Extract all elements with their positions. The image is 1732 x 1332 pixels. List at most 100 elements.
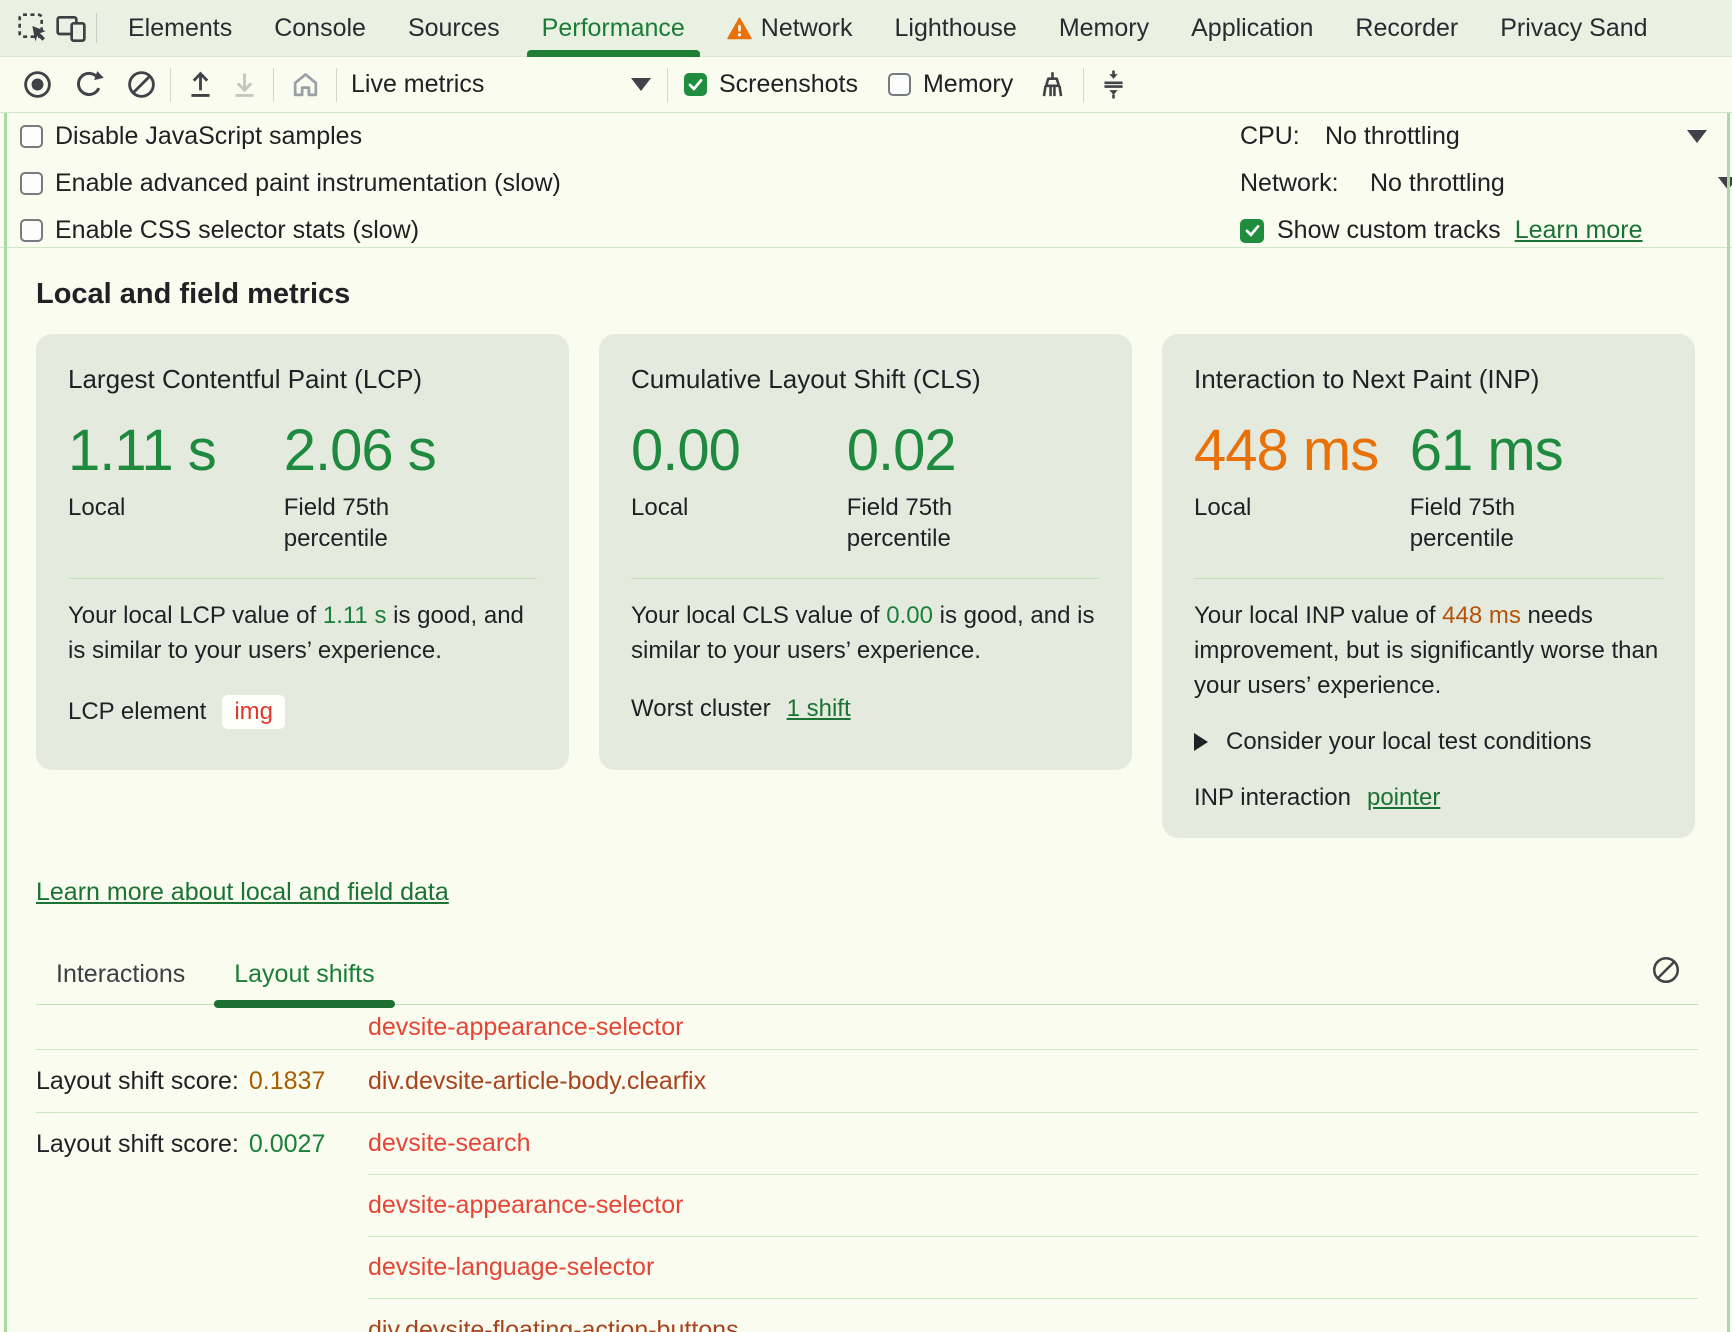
tab-label: Lighthouse — [894, 14, 1016, 43]
throttling-settings: CPU: No throttling Network: No throttlin… — [1240, 113, 1732, 254]
checkbox-unchecked-icon — [20, 125, 43, 148]
layout-shift-score: Layout shift score:0.0027 — [36, 1113, 368, 1175]
layout-shift-row: devsite-language-selector — [36, 1237, 1698, 1299]
shifted-element-node-link[interactable]: devsite-search — [368, 1129, 531, 1158]
layout-shift-score — [36, 1175, 368, 1237]
device-toolbar-icon[interactable] — [52, 9, 90, 47]
checkbox-unchecked-icon — [20, 219, 43, 242]
network-throttling-select[interactable]: No throttling — [1370, 169, 1505, 198]
tab-interactions[interactable]: Interactions — [50, 960, 191, 1004]
inspect-element-icon[interactable] — [14, 9, 52, 47]
divider — [1194, 578, 1663, 579]
layout-shift-score-value: 0.1837 — [249, 1067, 325, 1096]
shifted-element-node-link[interactable]: devsite-appearance-selector — [368, 1191, 683, 1220]
tab-recorder[interactable]: Recorder — [1334, 0, 1479, 57]
local-test-conditions-label: Consider your local test conditions — [1226, 728, 1592, 756]
worst-cluster-link[interactable]: 1 shift — [787, 695, 851, 723]
record-icon[interactable] — [20, 68, 54, 102]
learn-more-link[interactable]: Learn more — [1515, 216, 1643, 245]
tab-application[interactable]: Application — [1170, 0, 1334, 57]
lcp-field-label: Field 75th percentile — [284, 492, 494, 554]
log-tabbar: Interactions Layout shifts — [36, 954, 1698, 1005]
cls-local-label: Local — [631, 492, 841, 523]
tab-network[interactable]: Network — [706, 0, 874, 57]
inp-interaction-label: INP interaction — [1194, 784, 1351, 812]
panel-mode-value: Live metrics — [351, 70, 484, 99]
field-data-learn-more-link[interactable]: Learn more about local and field data — [36, 878, 449, 907]
lcp-card-title: Largest Contentful Paint (LCP) — [68, 364, 537, 395]
divider — [68, 578, 537, 579]
panel-tabs: Elements Console Sources Performance Network… — [107, 0, 1732, 57]
clear-icon[interactable] — [124, 68, 158, 102]
tab-console[interactable]: Console — [253, 0, 387, 57]
tab-label: Sources — [408, 14, 500, 43]
panel-left-border — [4, 113, 7, 1332]
inp-local-label: Local — [1194, 492, 1404, 523]
divider — [1083, 68, 1084, 102]
tab-performance[interactable]: Performance — [521, 0, 706, 57]
chevron-down-icon[interactable] — [1687, 130, 1707, 143]
cls-description: Your local CLS value of 0.00 is good, an… — [631, 599, 1100, 669]
checkbox-label: Enable advanced paint instrumentation (s… — [55, 169, 561, 198]
network-label: Network: — [1240, 169, 1370, 198]
tab-lighthouse[interactable]: Lighthouse — [873, 0, 1037, 57]
inp-local-value: 448 ms — [1194, 421, 1410, 482]
tab-label: Memory — [1059, 14, 1149, 43]
tab-layout-shifts[interactable]: Layout shifts — [214, 960, 394, 1004]
memory-checkbox[interactable]: Memory — [888, 70, 1013, 99]
custom-tracks-checkbox[interactable] — [1240, 219, 1264, 243]
lcp-description: Your local LCP value of 1.11 s is good, … — [68, 599, 537, 669]
layout-shift-row: devsite-appearance-selector — [36, 1175, 1698, 1237]
gc-broom-icon[interactable] — [1035, 68, 1069, 102]
lcp-element-node-link[interactable]: img — [222, 695, 285, 729]
custom-tracks-label: Show custom tracks — [1277, 216, 1501, 245]
checkbox-unchecked-icon — [20, 172, 43, 195]
layout-shift-rows: devsite-appearance-selectorLayout shift … — [36, 1005, 1698, 1332]
memory-label: Memory — [923, 70, 1013, 99]
layout-shift-score — [36, 1005, 368, 1049]
shifted-element-node-link[interactable]: div.devsite-floating-action-buttons — [368, 1316, 739, 1332]
inp-interaction-link[interactable]: pointer — [1367, 784, 1440, 812]
section-heading: Local and field metrics — [36, 278, 350, 311]
shifted-element-node-link[interactable]: devsite-language-selector — [368, 1253, 654, 1282]
cls-field-value: 0.02 — [847, 421, 1100, 482]
lcp-local-value: 1.11 s — [68, 421, 284, 482]
shifted-element-node-link[interactable]: devsite-appearance-selector — [368, 1013, 683, 1042]
cls-card: Cumulative Layout Shift (CLS) 0.00 Local… — [599, 334, 1132, 770]
cpu-throttling-select[interactable]: No throttling — [1325, 122, 1460, 151]
capture-settings: Disable JavaScript samplesEnable advance… — [0, 113, 1732, 248]
screenshots-checkbox[interactable]: Screenshots — [684, 70, 858, 99]
home-icon[interactable] — [288, 68, 322, 102]
screenshots-label: Screenshots — [719, 70, 858, 99]
tab-memory[interactable]: Memory — [1038, 0, 1170, 57]
lcp-card: Largest Contentful Paint (LCP) 1.11 s Lo… — [36, 334, 569, 770]
tab-label: Elements — [128, 14, 232, 43]
shifted-element-cell: devsite-appearance-selector — [368, 1175, 1698, 1237]
collapse-tracks-icon[interactable] — [1096, 68, 1130, 102]
shifted-element-cell: devsite-language-selector — [368, 1237, 1698, 1299]
tab-sources[interactable]: Sources — [387, 0, 521, 57]
panel-mode-select[interactable]: Live metrics — [351, 70, 651, 99]
checkbox-checked-icon — [684, 73, 707, 96]
shifted-element-node-link[interactable]: div.devsite-article-body.clearfix — [368, 1067, 706, 1096]
clear-log-button[interactable] — [1650, 954, 1682, 986]
devtools-tabbar: Elements Console Sources Performance Network… — [0, 0, 1732, 57]
panel-right-border — [1727, 113, 1730, 1332]
devtools-window: Elements Console Sources Performance Network… — [0, 0, 1732, 1332]
lcp-element-label: LCP element — [68, 698, 206, 726]
cpu-label: CPU: — [1240, 122, 1325, 151]
shifted-element-cell: devsite-appearance-selector — [368, 1005, 1698, 1049]
inp-card: Interaction to Next Paint (INP) 448 ms L… — [1162, 334, 1695, 838]
save-profile-icon[interactable] — [227, 68, 261, 102]
layout-shift-score: Layout shift score:0.1837 — [36, 1050, 368, 1112]
tab-elements[interactable]: Elements — [107, 0, 253, 57]
lcp-local-label: Local — [68, 492, 278, 523]
tab-label: Performance — [542, 14, 685, 43]
tab-label: Network — [761, 14, 853, 43]
metric-cards: Largest Contentful Paint (LCP) 1.11 s Lo… — [36, 334, 1695, 838]
performance-toolbar: Live metrics Screenshots Memory — [0, 57, 1732, 113]
local-test-conditions-disclosure[interactable]: Consider your local test conditions — [1194, 728, 1663, 756]
reload-record-icon[interactable] — [72, 68, 106, 102]
load-profile-icon[interactable] — [183, 68, 217, 102]
tab-privacy-sand[interactable]: Privacy Sand — [1479, 0, 1668, 57]
